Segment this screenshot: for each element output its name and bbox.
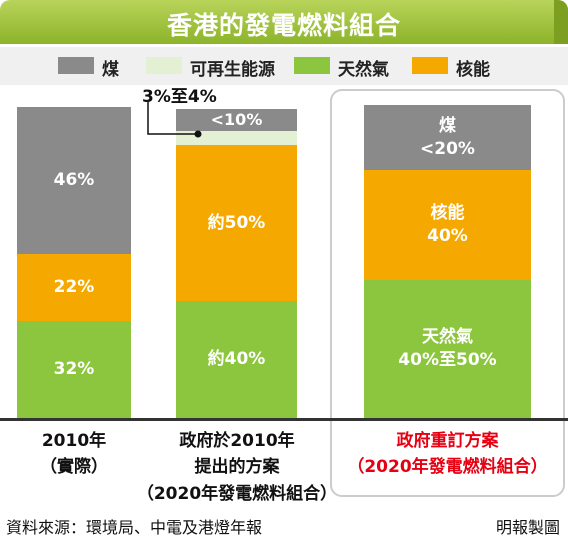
bar-revised-coal: 煤 <20% xyxy=(364,105,531,170)
category-label-2010-line2: （實際） xyxy=(40,457,108,478)
bar-2010-nuclear-label: 22% xyxy=(53,277,95,298)
renewable-annotation: 3%至4% xyxy=(142,87,217,107)
legend-swatch-renewable xyxy=(146,57,182,74)
x-axis-line xyxy=(0,418,568,421)
category-label-revised-line2: （2020年發電燃料組合） xyxy=(347,457,548,478)
legend-label-renewable: 可再生能源 xyxy=(190,60,275,80)
legend-swatch-nuclear xyxy=(412,57,448,74)
title-bar xyxy=(0,0,568,44)
bar-2010plan-nuclear: 約50% xyxy=(176,145,297,301)
bar-2010plan-renewable xyxy=(176,131,297,145)
graphic-credit: 明報製圖 xyxy=(495,518,560,537)
annotation-leader xyxy=(147,102,202,138)
legend: 煤 可再生能源 天然氣 核能 xyxy=(0,47,568,85)
category-label-2010-plan-line3: （2020年發電燃料組合） xyxy=(136,483,338,504)
legend-swatch-coal xyxy=(58,57,94,74)
bar-2010-gas: 32% xyxy=(17,321,131,418)
bar-2010plan-gas: 約40% xyxy=(176,301,297,418)
annotation-leader-dot xyxy=(194,130,202,138)
legend-label-gas: 天然氣 xyxy=(338,60,389,80)
bar-revised-gas-value: 40%至50% xyxy=(398,350,497,370)
bar-2010plan-coal: <10% xyxy=(176,109,297,131)
bar-revised-gas: 天然氣 40%至50% xyxy=(364,280,531,418)
title-bar-edge xyxy=(554,0,568,44)
category-label-revised: 政府重訂方案 （2020年發電燃料組合） xyxy=(330,428,565,481)
category-label-2010-plan: 政府於2010年 提出的方案 （2020年發電燃料組合） xyxy=(127,428,347,507)
bar-revised-coal-label: 煤 xyxy=(439,115,456,136)
bar-revised-gas-label: 天然氣 xyxy=(422,327,473,348)
bar-revised-nuclear-value: 40% xyxy=(427,226,468,246)
bar-2010plan-coal-label: <10% xyxy=(210,110,263,130)
category-label-2010: 2010年 （實際） xyxy=(22,428,126,481)
chart-title: 香港的發電燃料組合 xyxy=(166,11,401,40)
bar-2010-nuclear: 22% xyxy=(17,254,131,321)
bar-2010-coal: 46% xyxy=(17,107,131,254)
bar-2010plan-gas-label: 約40% xyxy=(207,349,266,370)
annotation-leader-line xyxy=(147,102,198,135)
legend-label-coal: 煤 xyxy=(102,60,119,80)
bar-2010-coal-label: 46% xyxy=(53,170,95,191)
category-label-2010-line1: 2010年 xyxy=(41,431,107,451)
legend-label-nuclear: 核能 xyxy=(456,60,490,80)
bar-revised-nuclear: 核能 40% xyxy=(364,170,531,280)
category-label-2010-plan-line1: 政府於2010年 xyxy=(179,431,295,451)
category-label-2010-plan-line2: 提出的方案 xyxy=(194,457,280,478)
revised-plan-frame xyxy=(330,89,565,497)
bar-2010plan-nuclear-label: 約50% xyxy=(207,212,266,233)
category-label-revised-line1: 政府重訂方案 xyxy=(396,431,499,451)
legend-swatch-gas xyxy=(294,57,330,74)
bar-2010-gas-label: 32% xyxy=(53,359,95,380)
source-note: 資料來源：環境局、中電及港燈年報 xyxy=(6,518,263,537)
bar-revised-nuclear-label: 核能 xyxy=(430,203,465,224)
bar-revised-coal-value: <20% xyxy=(420,138,475,159)
